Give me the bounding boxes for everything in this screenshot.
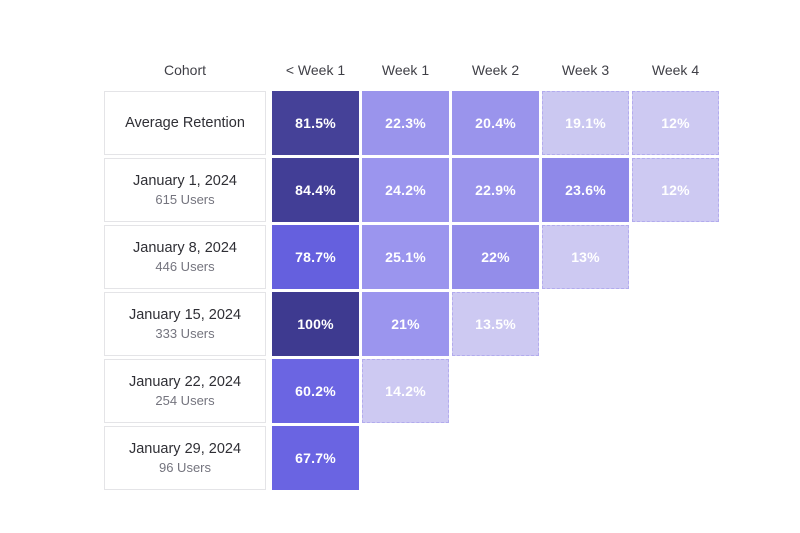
cohort-user-count: 254 Users xyxy=(155,393,215,408)
retention-cell[interactable]: 25.1% xyxy=(362,225,449,289)
retention-cell[interactable]: 22% xyxy=(452,225,539,289)
retention-cell[interactable]: 19.1% xyxy=(542,91,629,155)
column-header-week: Week 1 xyxy=(381,62,430,78)
cohort-label-cell: January 15, 2024 333 Users xyxy=(104,292,266,356)
table-row: January 15, 2024 333 Users 100% 21% 13.5% xyxy=(104,292,722,356)
column-header-cohort: Cohort xyxy=(163,62,207,78)
retention-cell[interactable]: 13.5% xyxy=(452,292,539,356)
retention-cell[interactable]: 21% xyxy=(362,292,449,356)
cohort-name: January 1, 2024 xyxy=(133,173,237,189)
table-row: Average Retention 81.5% 22.3% 20.4% 19.1% 12% xyxy=(104,91,722,155)
retention-cell[interactable]: 81.5% xyxy=(272,91,359,155)
cohort-table-body: Average Retention 81.5% 22.3% 20.4% 19.1% 12%… xyxy=(104,91,722,490)
cohort-name: January 29, 2024 xyxy=(128,441,242,457)
cohort-name: January 8, 2024 xyxy=(133,240,237,256)
retention-cell[interactable]: 84.4% xyxy=(272,158,359,222)
cohort-user-count: 615 Users xyxy=(155,192,215,207)
retention-cell[interactable]: 24.2% xyxy=(362,158,449,222)
cohort-label-cell: January 8, 2024 446 Users xyxy=(104,225,266,289)
cohort-user-count: 333 Users xyxy=(155,326,215,341)
retention-cell[interactable]: 22.3% xyxy=(362,91,449,155)
table-row: January 22, 2024 254 Users 60.2% 14.2% xyxy=(104,359,722,423)
table-row: January 8, 2024 446 Users 78.7% 25.1% 22% 13% xyxy=(104,225,722,289)
retention-cell[interactable]: 20.4% xyxy=(452,91,539,155)
retention-cell[interactable]: 13% xyxy=(542,225,629,289)
retention-cell[interactable]: 14.2% xyxy=(362,359,449,423)
cohort-label-cell: Average Retention xyxy=(104,91,266,155)
retention-cell[interactable]: 60.2% xyxy=(272,359,359,423)
retention-cell[interactable]: 22.9% xyxy=(452,158,539,222)
cohort-label-cell: January 29, 2024 96 Users xyxy=(104,426,266,490)
cohort-name: Average Retention xyxy=(125,115,245,131)
table-row: January 29, 2024 96 Users 67.7% xyxy=(104,426,722,490)
retention-cell[interactable]: 12% xyxy=(632,158,719,222)
table-header-row: Cohort < Week 1 Week 1 Week 2 Week 3 Week 4 xyxy=(104,56,722,84)
column-header-week: < Week 1 xyxy=(285,62,346,78)
column-header-week: Week 3 xyxy=(561,62,610,78)
cohort-label-cell: January 1, 2024 615 Users xyxy=(104,158,266,222)
table-row: January 1, 2024 615 Users 84.4% 24.2% 22.9% 2… xyxy=(104,158,722,222)
column-header-week: Week 4 xyxy=(651,62,700,78)
cohort-name: January 22, 2024 xyxy=(128,374,242,390)
retention-cell[interactable]: 78.7% xyxy=(272,225,359,289)
cohort-label-cell: January 22, 2024 254 Users xyxy=(104,359,266,423)
retention-cell[interactable]: 100% xyxy=(272,292,359,356)
retention-cell[interactable]: 23.6% xyxy=(542,158,629,222)
cohort-name: January 15, 2024 xyxy=(128,307,242,323)
column-header-week: Week 2 xyxy=(471,62,520,78)
cohort-retention-table: Cohort < Week 1 Week 1 Week 2 Week 3 Week 4 … xyxy=(104,56,722,493)
cohort-user-count: 446 Users xyxy=(155,259,215,274)
retention-cell[interactable]: 67.7% xyxy=(272,426,359,490)
cohort-user-count: 96 Users xyxy=(158,460,212,475)
retention-cell[interactable]: 12% xyxy=(632,91,719,155)
